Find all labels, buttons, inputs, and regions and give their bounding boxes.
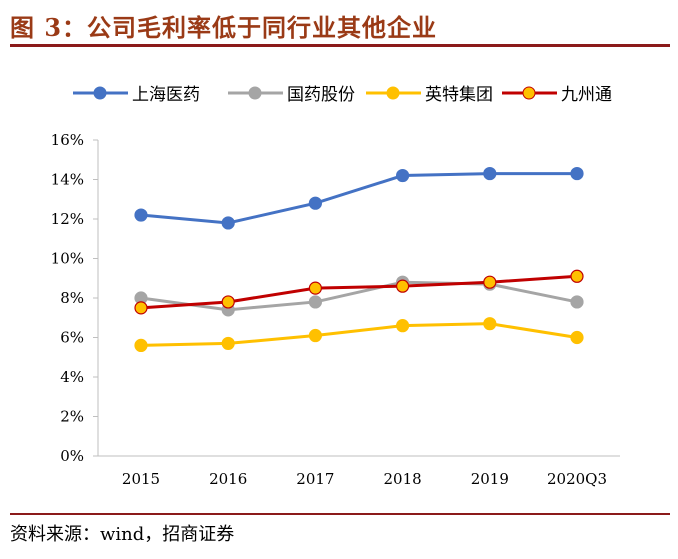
legend-label: 英特集团 — [425, 85, 493, 105]
x-tick-label: 2019 — [471, 470, 509, 488]
data-point — [308, 328, 322, 343]
series-line-2 — [140, 322, 578, 347]
data-point — [134, 208, 148, 222]
data-point — [221, 336, 235, 351]
data-point — [483, 275, 497, 289]
data-point — [396, 279, 410, 293]
x-tick-label: 2020Q3 — [547, 470, 607, 488]
y-tick-label: 10% — [51, 250, 84, 268]
x-tick-label: 2015 — [122, 470, 160, 488]
data-point — [570, 166, 584, 181]
legend-label: 国药股份 — [287, 85, 355, 105]
source-note: 资料来源：wind，招商证券 — [10, 524, 235, 545]
legend-marker — [522, 86, 536, 100]
series-line-3 — [140, 274, 578, 310]
data-point — [134, 338, 148, 352]
legend-marker — [93, 86, 107, 100]
figure-title: 图 3：公司毛利率低于同行业其他企业 — [10, 13, 438, 42]
y-tick-label: 8% — [60, 289, 84, 307]
legend-label: 九州通 — [561, 85, 612, 105]
x-tick-label: 2018 — [384, 470, 422, 488]
series-line-1 — [140, 280, 578, 312]
y-tick-label: 2% — [60, 408, 84, 426]
data-point — [570, 269, 584, 283]
data-point — [134, 301, 148, 315]
data-point — [308, 196, 322, 210]
data-point — [221, 216, 235, 230]
y-tick-label: 6% — [60, 329, 84, 347]
x-tick-label: 2017 — [296, 470, 334, 488]
x-tick-label: 2016 — [209, 470, 247, 488]
data-point — [483, 166, 497, 181]
data-point — [221, 295, 235, 309]
data-point — [396, 319, 410, 333]
title-rule — [10, 44, 670, 47]
series-line-0 — [140, 172, 577, 225]
legend-label: 上海医药 — [132, 85, 200, 105]
y-tick-label: 0% — [60, 447, 84, 465]
data-point — [483, 317, 497, 331]
legend-marker — [386, 86, 400, 100]
legend-marker — [248, 86, 262, 100]
data-point — [570, 295, 584, 309]
line-chart: 0% 2% 4% 6% 8% 10% 12% 14% 16% 2015 2016 2017 2018 20… — [51, 85, 620, 488]
source-rule — [10, 513, 670, 515]
y-tick-label: 14% — [51, 171, 84, 189]
y-tick-label: 16% — [51, 131, 84, 149]
data-point — [570, 330, 584, 345]
data-point — [308, 295, 322, 309]
data-point — [308, 281, 322, 295]
y-tick-label: 12% — [51, 210, 84, 228]
y-tick-label: 4% — [60, 368, 84, 386]
data-point — [396, 168, 410, 183]
